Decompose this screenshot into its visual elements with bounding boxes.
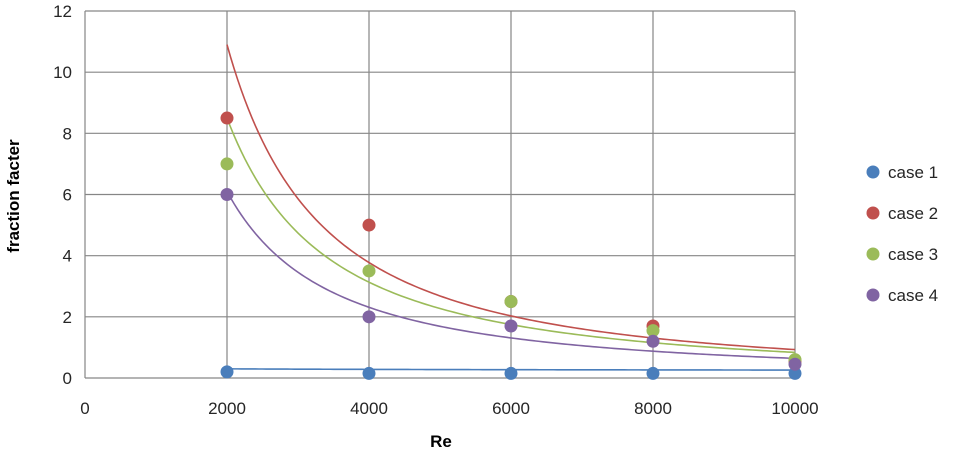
legend-marker (866, 247, 880, 261)
point-case-2 (220, 111, 234, 125)
legend-marker (866, 288, 880, 302)
legend: case 1 case 2 case 3 case 4 (866, 163, 938, 305)
y-tick-label: 8 (63, 124, 72, 143)
x-tick-label: 0 (80, 399, 89, 418)
data-points (220, 111, 802, 380)
x-tick-labels: 0 2000 4000 6000 8000 10000 (80, 399, 818, 418)
y-tick-label: 2 (63, 308, 72, 327)
legend-marker (866, 206, 880, 220)
x-tick-label: 8000 (634, 399, 672, 418)
trendline-case-2 (226, 44, 796, 351)
point-case-4 (362, 310, 376, 324)
x-tick-label: 4000 (350, 399, 388, 418)
x-tick-label: 6000 (492, 399, 530, 418)
y-tick-label: 10 (53, 63, 72, 82)
legend-label: case 3 (888, 245, 938, 264)
legend-label: case 1 (888, 163, 938, 182)
x-axis-title: Re (430, 432, 452, 451)
legend-label: case 2 (888, 204, 938, 223)
grid (84, 10, 796, 379)
x-tick-label: 10000 (771, 399, 818, 418)
point-case-3 (362, 264, 376, 278)
trendline-case-4 (226, 191, 796, 360)
point-case-2 (362, 218, 376, 232)
point-case-3 (646, 324, 660, 338)
point-case-4 (788, 357, 802, 371)
point-case-1 (646, 366, 660, 380)
point-case-1 (788, 366, 802, 380)
legend-label: case 4 (888, 286, 938, 305)
x-tick-label: 2000 (208, 399, 246, 418)
legend-marker (866, 165, 880, 179)
point-case-4 (220, 188, 234, 201)
point-case-1 (220, 365, 234, 379)
y-tick-label: 6 (63, 186, 72, 205)
point-case-4 (646, 334, 660, 348)
y-tick-label: 12 (53, 2, 72, 21)
point-case-4 (504, 319, 518, 333)
y-tick-labels: 0 2 4 6 8 10 12 (53, 2, 72, 388)
point-case-3 (220, 157, 234, 171)
point-case-3 (504, 295, 518, 309)
y-tick-label: 0 (63, 369, 72, 388)
point-case-1 (362, 366, 376, 380)
point-case-1 (504, 366, 518, 380)
y-tick-label: 4 (63, 247, 72, 266)
y-axis-title: fraction facter (4, 139, 23, 253)
